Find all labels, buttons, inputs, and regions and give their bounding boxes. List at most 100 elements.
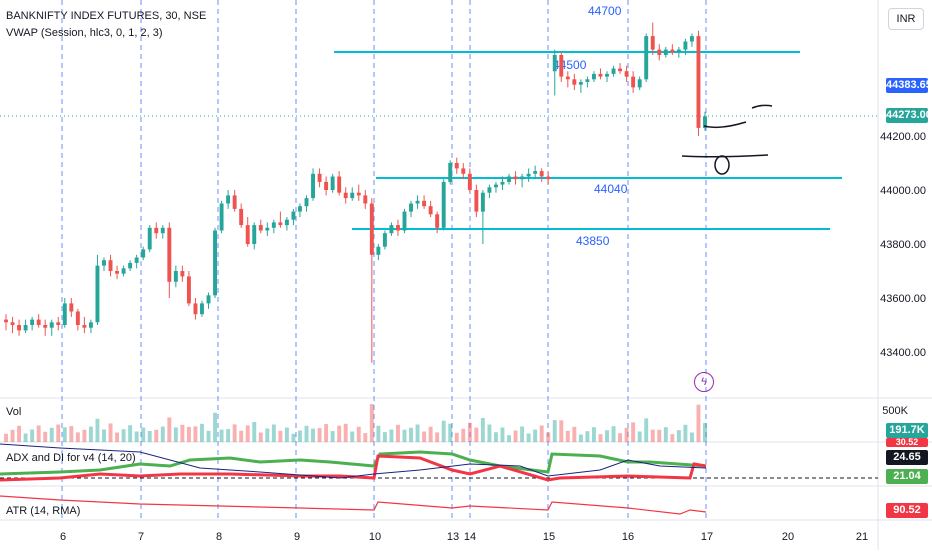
candle-body (252, 225, 257, 244)
volume-bar (369, 404, 374, 442)
candle-body (311, 173, 315, 199)
volume-bar (4, 433, 8, 442)
volume-bar (487, 424, 492, 442)
candle-body (572, 79, 577, 85)
x-tick-label: 14 (464, 531, 476, 543)
candle-body (585, 79, 590, 82)
candle-body (167, 227, 172, 282)
candle-body (539, 171, 544, 177)
candle-body (703, 116, 707, 128)
volume-bar (108, 423, 113, 442)
volume-bar (245, 425, 250, 442)
candle-body (683, 41, 688, 50)
volume-bar (611, 426, 616, 442)
x-tick-label: 13 (447, 531, 459, 543)
price-upper-badge: 44383.65 (886, 78, 932, 93)
candle-body (618, 68, 623, 72)
x-tick-label: 15 (543, 531, 555, 543)
volume-bar (128, 425, 133, 442)
x-tick-label: 8 (216, 531, 222, 543)
volume-bar (696, 404, 701, 442)
volume-tick-label: 500K (882, 405, 908, 417)
candle-body (258, 225, 263, 231)
candle-body (213, 230, 218, 296)
candle-body (82, 325, 87, 328)
volume-bar (631, 422, 636, 442)
volume-bar (102, 429, 106, 442)
lightning-icon[interactable]: ϟ (694, 372, 714, 392)
vwap-legend[interactable]: VWAP (Session, hlc3, 0, 1, 2, 3) (6, 27, 163, 39)
candle-body (330, 176, 335, 190)
adx-line (0, 443, 707, 479)
volume-bar (330, 431, 335, 442)
level-label: 44500 (553, 58, 587, 72)
volume-legend[interactable]: Vol (6, 406, 22, 418)
candle-body (56, 322, 61, 325)
volume-bar (69, 426, 74, 442)
symbol-legend[interactable]: BANKNIFTY INDEX FUTURES, 30, NSE (6, 10, 207, 22)
volume-bar (284, 427, 289, 442)
candle-body (591, 73, 596, 80)
adx-legend[interactable]: ADX and DI for v4 (14, 20) (6, 452, 136, 464)
candle-body (631, 76, 636, 88)
volume-bar (663, 427, 668, 442)
volume-bar (206, 430, 211, 442)
y-tick-label: 43400.00 (880, 347, 926, 359)
currency-button[interactable]: INR (888, 8, 924, 30)
di-minus-line (0, 454, 707, 482)
volume-bar (618, 433, 623, 442)
level-label: 44040 (594, 182, 628, 196)
candle-body (75, 311, 80, 325)
volume-bar (356, 426, 361, 442)
volume-bar (213, 412, 218, 442)
volume-bar (493, 432, 498, 442)
volume-bar (141, 427, 146, 442)
candle-body (265, 227, 270, 231)
volume-bar (546, 432, 551, 442)
candle-body (271, 222, 276, 228)
candle-body (36, 319, 41, 325)
volume-bar (396, 424, 400, 442)
atr-badge: 90.52 (886, 503, 928, 518)
candle-body (663, 49, 668, 55)
volume-bar (520, 426, 525, 442)
candle-body (115, 271, 120, 274)
volume-bar (467, 422, 472, 442)
y-tick-label: 43800.00 (880, 239, 926, 251)
candle-body (396, 225, 400, 231)
volume-bar (637, 431, 642, 442)
volume-bar (147, 431, 152, 442)
candle-body (95, 265, 100, 323)
volume-bar (689, 432, 694, 442)
volume-bar (17, 425, 22, 442)
volume-bar (10, 429, 15, 442)
candle-body (219, 203, 224, 231)
volume-bar (598, 434, 603, 442)
annotation-stroke (703, 104, 773, 129)
candle-body (526, 173, 531, 177)
candle-body (141, 249, 146, 258)
volume-bar (448, 423, 453, 442)
volume-bar (533, 429, 538, 442)
candle-body (657, 49, 662, 55)
atr-legend[interactable]: ATR (14, RMA) (6, 505, 81, 517)
candle-body (88, 322, 93, 328)
candle-body (376, 246, 381, 255)
candle-body (337, 176, 342, 193)
candle-body (422, 200, 427, 207)
candle-body (245, 225, 250, 244)
volume-bar (23, 433, 28, 442)
volume-bar (591, 427, 596, 442)
adx-upper-badge: 30.52 (886, 438, 928, 447)
candle-body (369, 203, 374, 255)
candle-body (389, 225, 394, 234)
volume-bar (461, 428, 466, 442)
volume-bar (324, 424, 329, 442)
x-tick-label: 17 (701, 531, 713, 543)
volume-bar (252, 422, 257, 442)
candle-body (23, 325, 28, 331)
volume-bar (200, 423, 204, 442)
candle-body (10, 322, 15, 325)
